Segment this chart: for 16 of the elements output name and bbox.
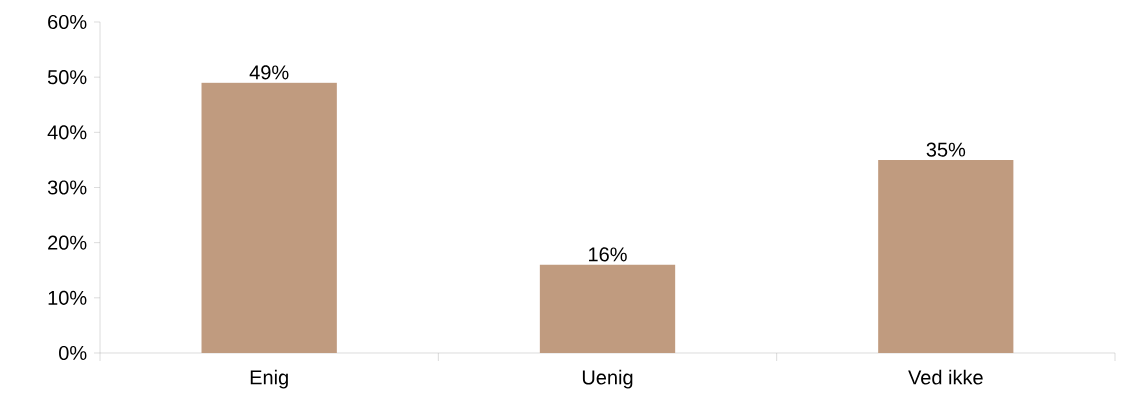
bar [878, 159, 1014, 353]
data-label: 16% [589, 247, 627, 262]
y-tick-label: 10% [48, 290, 87, 305]
y-tick-label: 60% [48, 14, 87, 30]
bar [201, 82, 337, 353]
y-tick-label: 40% [47, 125, 87, 140]
x-tick-label: Enig [250, 369, 288, 389]
bar [539, 264, 676, 353]
data-label: 35% [926, 142, 966, 157]
y-tick-label: 30% [47, 180, 87, 195]
x-tick-label: Uenig [582, 369, 633, 389]
data-label: 49% [249, 65, 289, 80]
y-tick-label: 0% [59, 345, 87, 361]
y-tick-label: 20% [48, 235, 87, 250]
y-tick-label: 50% [47, 70, 87, 85]
x-tick-label: Ved ikke [908, 369, 983, 385]
